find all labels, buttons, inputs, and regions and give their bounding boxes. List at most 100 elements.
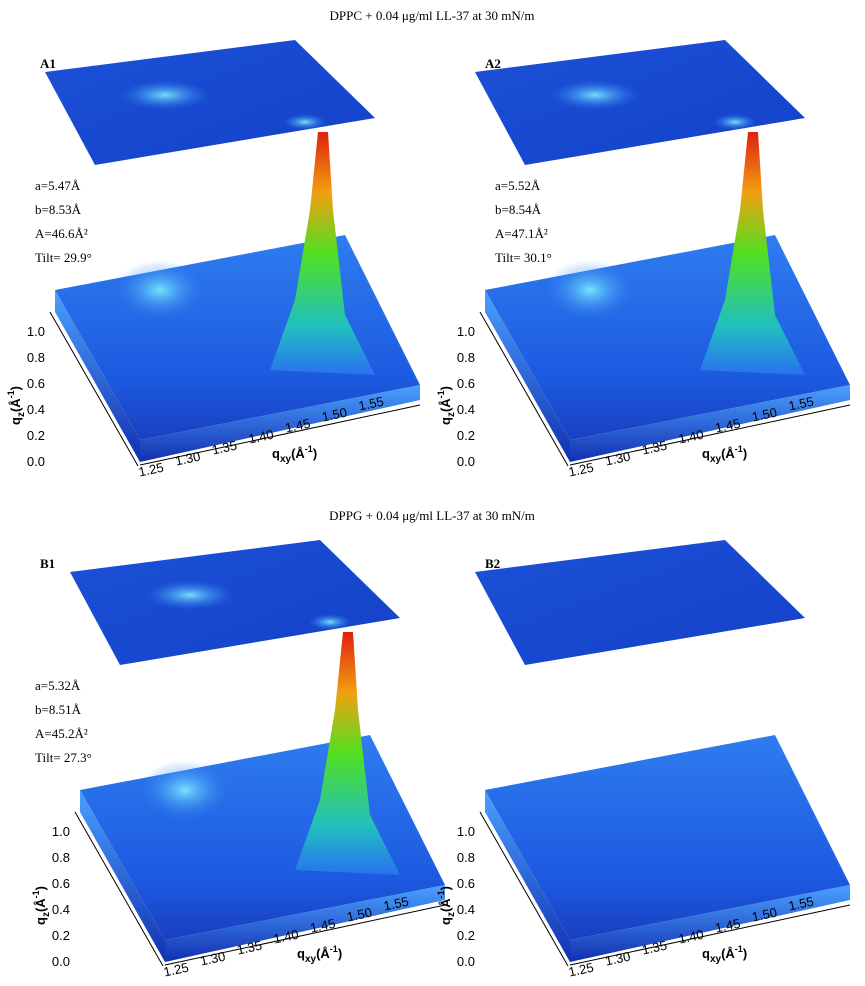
axis-unit: (Å: [8, 398, 23, 412]
lattice-parameter: Tilt= 27.3°: [35, 750, 92, 765]
xy-tick-label: 1.50: [345, 905, 373, 925]
xy-tick-label: 1.55: [382, 894, 410, 914]
xy-tick-label: 1.45: [714, 416, 742, 436]
xy-tick-label: 1.50: [750, 405, 778, 425]
axis-symbol: q: [33, 917, 48, 925]
axis-subscript: z: [446, 912, 457, 917]
z-tick-label: 0.0: [27, 454, 45, 469]
axis-close: ): [33, 886, 48, 890]
panel-label: B1: [40, 556, 55, 571]
axis-symbol: q: [438, 417, 453, 425]
panel: B1 a=5.32Å b=8.51Å A=45.2Å² Tilt= 27.3° 0.0 0.…: [31, 556, 410, 980]
xy-tick-label: 1.25: [567, 960, 595, 980]
axis-subscript: xy: [710, 954, 722, 965]
axis-subscript: xy: [280, 454, 292, 465]
lattice-parameter: A=47.1Å²: [495, 226, 548, 241]
axis-close: ): [743, 946, 747, 961]
z-tick-label: 0.2: [457, 928, 475, 943]
z-tick-label: 1.0: [52, 824, 70, 839]
axis-label: qxy(Å-1): [297, 944, 342, 965]
axis-unit: (Å: [438, 898, 453, 912]
axis-close: ): [438, 386, 453, 390]
axis-unit: (Å: [316, 946, 330, 961]
panel: A1 a=5.47Å b=8.53Å A=46.6Å² Tilt= 29.9° 0.0 0.…: [6, 56, 385, 480]
xy-tick-label: 1.45: [309, 916, 337, 936]
lattice-parameter: b=8.51Å: [35, 702, 82, 717]
z-tick-label: 0.4: [457, 902, 475, 917]
z-tick-label: 0.6: [27, 376, 45, 391]
axis-label: qxy(Å-1): [702, 944, 747, 965]
z-tick-label: 0.6: [457, 376, 475, 391]
xy-tick-label: 1.30: [604, 949, 632, 969]
z-tick-label: 0.4: [27, 402, 45, 417]
axis-label: qxy(Å-1): [702, 444, 747, 465]
xy-tick-label: 1.30: [604, 449, 632, 469]
lattice-parameter: b=8.54Å: [495, 202, 542, 217]
z-tick-label: 0.4: [52, 902, 70, 917]
axis-superscript: -1: [6, 390, 16, 398]
z-tick-label: 0.4: [457, 402, 475, 417]
z-tick-label: 0.8: [27, 350, 45, 365]
axis-symbol: q: [297, 946, 305, 961]
xy-tick-label: 1.55: [787, 894, 815, 914]
lattice-parameter: Tilt= 29.9°: [35, 250, 92, 265]
axis-label: qz(Å-1): [436, 886, 457, 925]
xy-tick-label: 1.55: [787, 394, 815, 414]
xy-tick-label: 1.35: [210, 438, 238, 458]
z-tick-label: 0.2: [457, 428, 475, 443]
z-tick-label: 0.0: [457, 954, 475, 969]
axis-close: ): [338, 946, 342, 961]
z-tick-label: 1.0: [457, 324, 475, 339]
axis-subscript: z: [41, 912, 52, 917]
z-tick-label: 1.0: [457, 824, 475, 839]
z-tick-label: 0.8: [457, 350, 475, 365]
axis-superscript: -1: [436, 890, 446, 898]
axis-symbol: q: [702, 946, 710, 961]
z-tick-label: 0.2: [27, 428, 45, 443]
z-tick-label: 0.2: [52, 928, 70, 943]
z-tick-label: 1.0: [27, 324, 45, 339]
xy-tick-label: 1.40: [677, 927, 705, 947]
section-title: DPPC + 0.04 μg/ml LL-37 at 30 mN/m: [330, 8, 535, 23]
axis-superscript: -1: [735, 444, 743, 454]
z-tick-label: 0.8: [457, 850, 475, 865]
section-title: DPPG + 0.04 μg/ml LL-37 at 30 mN/m: [329, 508, 535, 523]
axis-subscript: xy: [710, 454, 722, 465]
axis-label: qz(Å-1): [6, 386, 27, 425]
lattice-parameter: A=46.6Å²: [35, 226, 88, 241]
lattice-parameter: A=45.2Å²: [35, 726, 88, 741]
axis-symbol: q: [272, 446, 280, 461]
z-tick-label: 0.6: [52, 876, 70, 891]
axis-unit: (Å: [438, 398, 453, 412]
xy-tick-label: 1.25: [137, 460, 165, 480]
axis-superscript: -1: [436, 390, 446, 398]
axis-subscript: xy: [305, 954, 317, 965]
axis-close: ): [743, 446, 747, 461]
z-tick-label: 0.0: [457, 454, 475, 469]
z-tick-label: 0.0: [52, 954, 70, 969]
lattice-parameter: a=5.52Å: [495, 178, 541, 193]
panel: B2 0.0 0.2 0.4 0.6 0.8 1.0 1.25 1.30 1.35 1.40 1.45…: [436, 556, 815, 980]
xy-tick-label: 1.35: [235, 938, 263, 958]
axis-label: qz(Å-1): [436, 386, 457, 425]
lattice-parameter: b=8.53Å: [35, 202, 82, 217]
xy-tick-label: 1.30: [199, 949, 227, 969]
xy-tick-label: 1.40: [272, 927, 300, 947]
xy-tick-label: 1.35: [640, 938, 668, 958]
xy-tick-label: 1.30: [174, 449, 202, 469]
axis-superscript: -1: [305, 444, 313, 454]
panel: A2 a=5.52Å b=8.54Å A=47.1Å² Tilt= 30.1° 0.0 0.…: [436, 56, 815, 480]
axis-superscript: -1: [31, 890, 41, 898]
xy-tick-label: 1.50: [320, 405, 348, 425]
axis-close: ): [8, 386, 23, 390]
axis-symbol: q: [8, 417, 23, 425]
axis-symbol: q: [438, 917, 453, 925]
z-tick-label: 0.6: [457, 876, 475, 891]
axis-unit: (Å: [721, 946, 735, 961]
axis-superscript: -1: [735, 944, 743, 954]
axis-close: ): [438, 886, 453, 890]
axis-unit: (Å: [291, 446, 305, 461]
z-tick-label: 0.8: [52, 850, 70, 865]
lattice-parameter: a=5.47Å: [35, 178, 81, 193]
axis-label: qxy(Å-1): [272, 444, 317, 465]
